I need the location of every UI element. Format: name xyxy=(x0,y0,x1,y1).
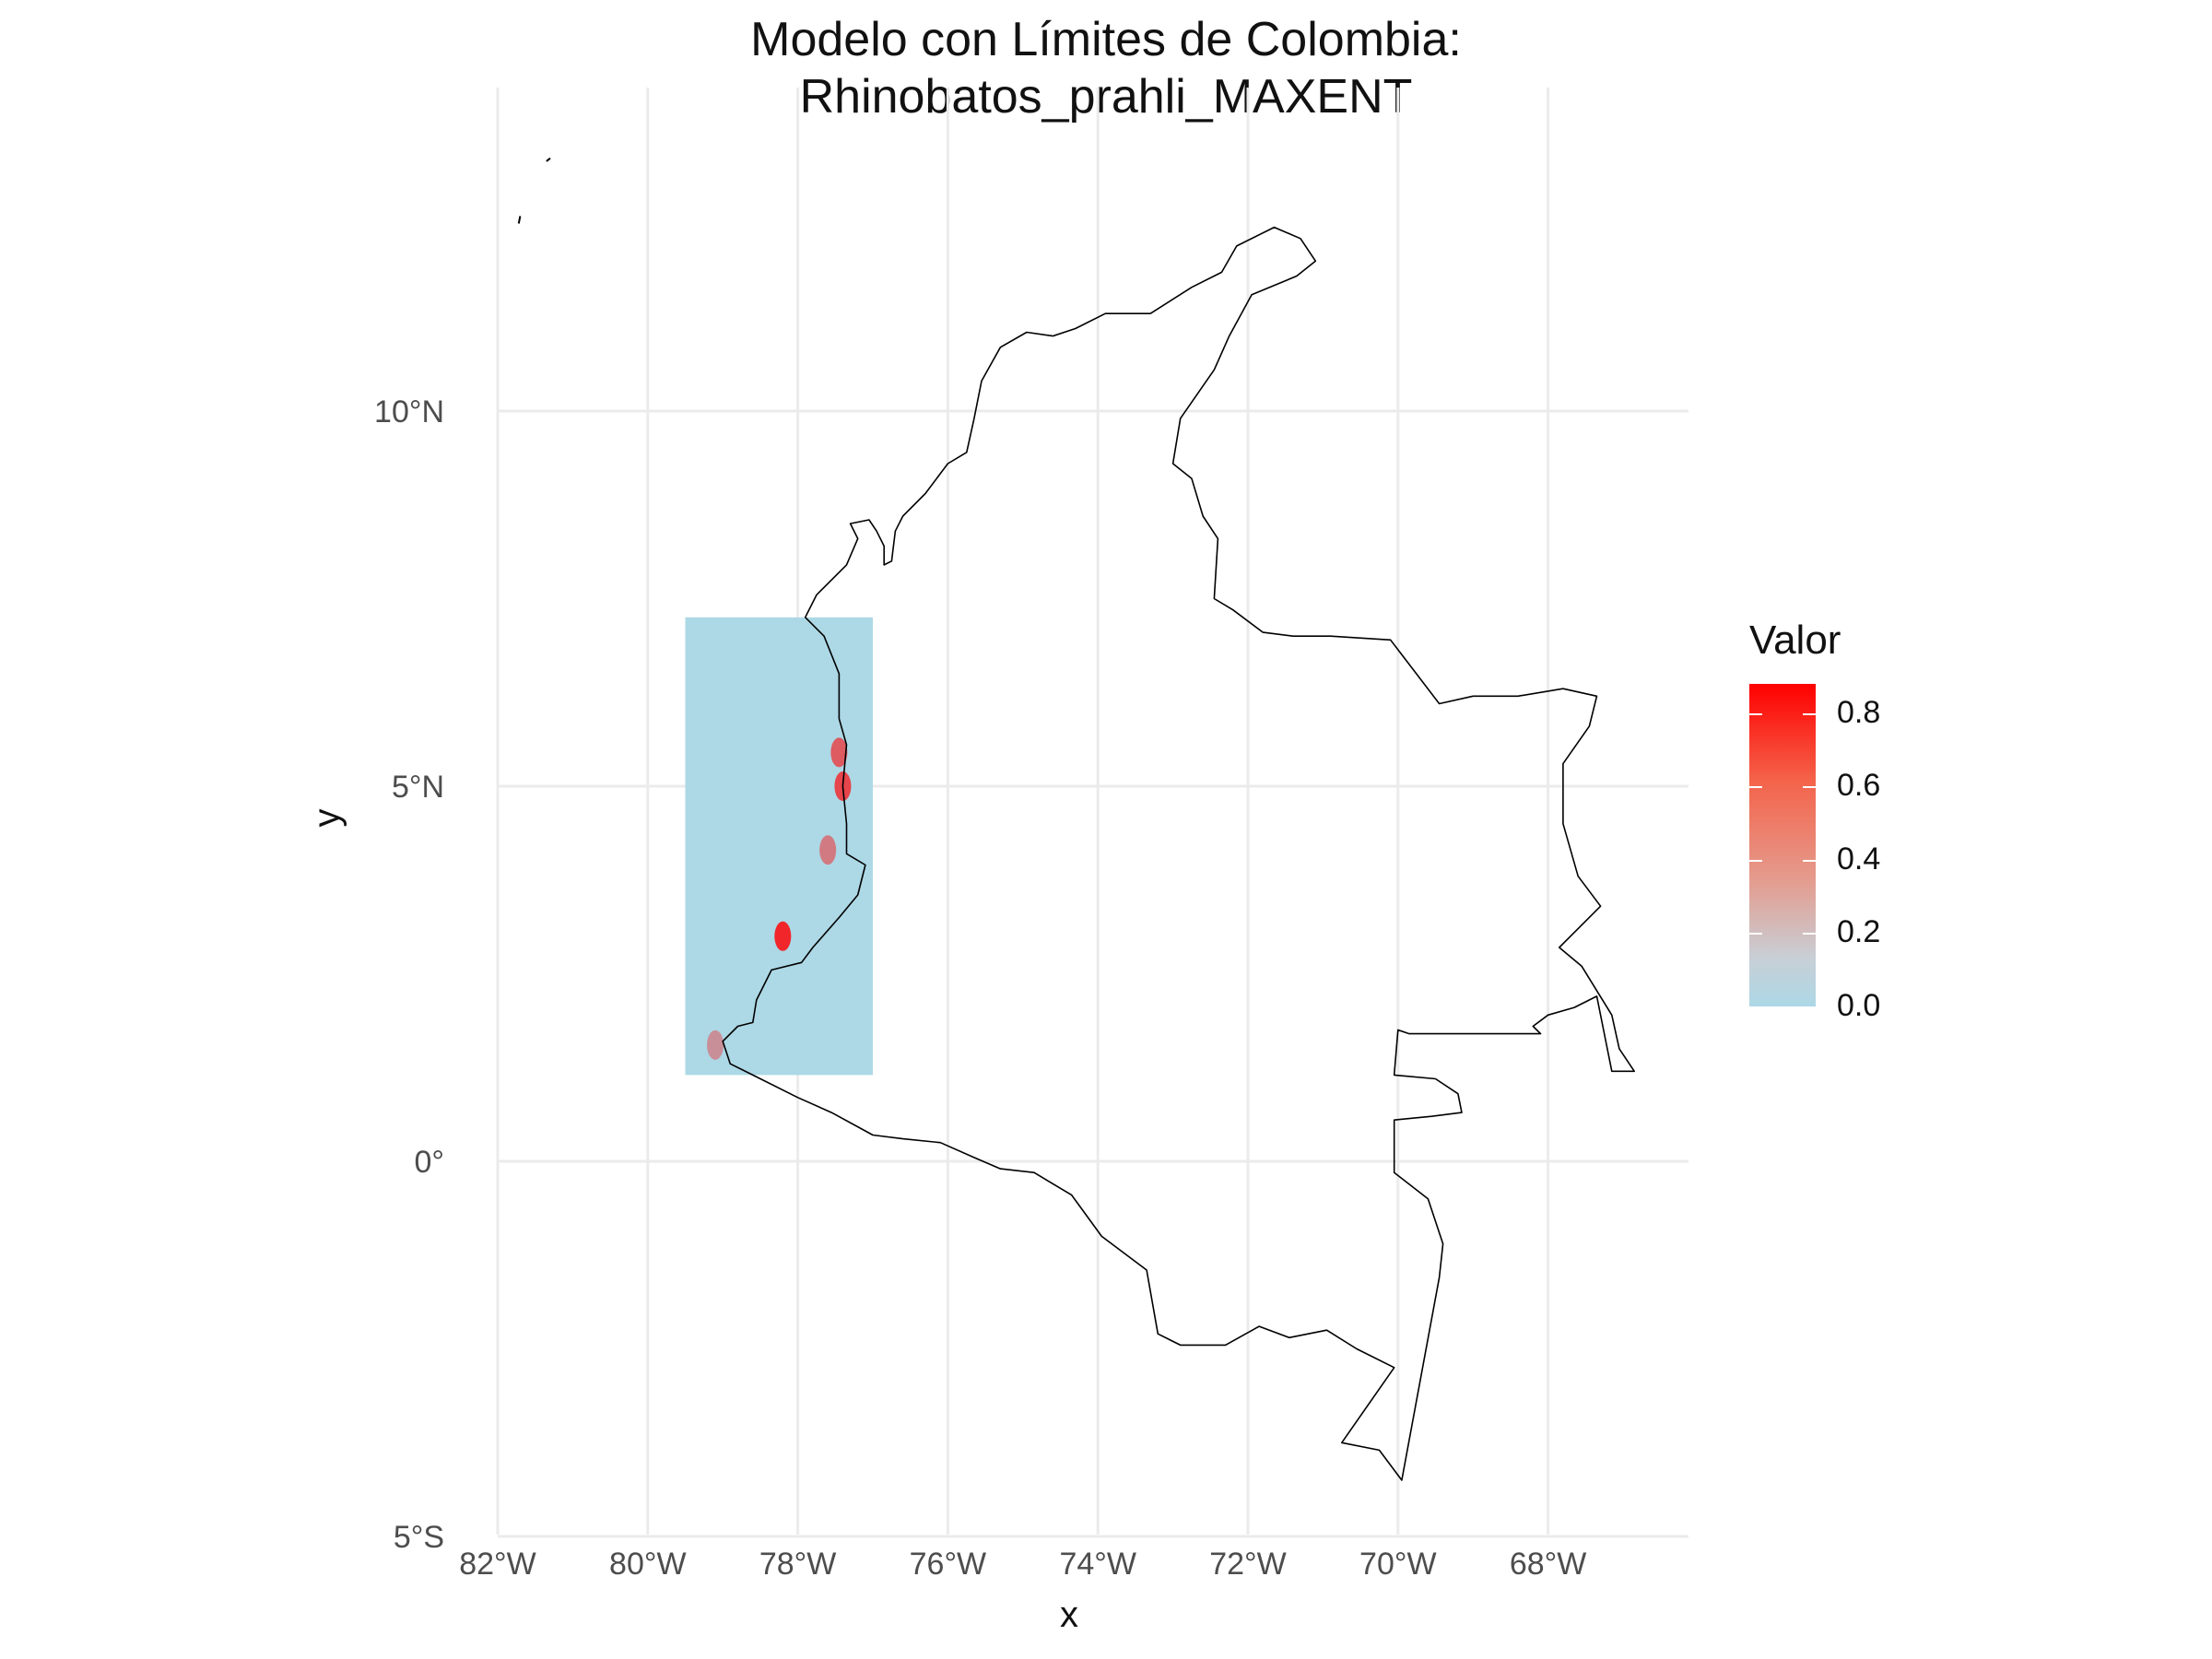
legend-label-3: 0.2 xyxy=(1837,914,1881,950)
raster-extent xyxy=(685,617,873,1076)
x-tick-label-2: 78°W xyxy=(759,1547,837,1582)
y-tick-label-0: 10°N xyxy=(374,394,444,429)
legend-label-1: 0.6 xyxy=(1837,768,1881,804)
island-1 xyxy=(517,216,522,224)
x-tick-labels: 82°W 80°W 78°W 76°W 74°W 72°W 70°W 68°W xyxy=(459,1547,1586,1582)
legend: Valor 0.8 0.6 0.4 0.2 0.0 xyxy=(1749,618,1934,1041)
hotspot-4 xyxy=(707,1030,724,1060)
island-0 xyxy=(546,157,551,162)
y-axis-title: y xyxy=(306,808,347,828)
x-tick-label-7: 68°W xyxy=(1510,1547,1587,1582)
y-tick-labels: 10°N 5°N 0° 5°S xyxy=(374,394,444,1555)
x-tick-label-0: 82°W xyxy=(459,1547,536,1582)
legend-label-4: 0.0 xyxy=(1837,988,1881,1023)
legend-title: Valor xyxy=(1749,618,1841,663)
x-axis-title: x xyxy=(1060,1594,1078,1635)
colombia-boundary xyxy=(517,157,1635,1481)
hotspot-2 xyxy=(819,835,837,865)
raster-layer xyxy=(685,617,873,1076)
boundary-path xyxy=(722,226,1635,1481)
y-tick-label-2: 0° xyxy=(414,1145,444,1180)
x-tick-label-5: 72°W xyxy=(1209,1547,1287,1582)
legend-colorbar xyxy=(1749,684,1816,1006)
gridlines xyxy=(496,88,1688,1538)
y-tick-label-1: 5°N xyxy=(392,770,444,805)
x-tick-label-6: 70°W xyxy=(1359,1547,1437,1582)
hotspot-3 xyxy=(774,921,792,951)
plot-title: Modelo con Límites de Colombia: Rhinobat… xyxy=(750,13,1462,124)
x-tick-label-3: 76°W xyxy=(910,1547,987,1582)
legend-label-2: 0.4 xyxy=(1837,841,1881,877)
y-tick-label-3: 5°S xyxy=(394,1520,444,1555)
hotspot-0 xyxy=(830,737,848,768)
x-tick-label-1: 80°W xyxy=(609,1547,687,1582)
x-tick-label-4: 74°W xyxy=(1059,1547,1136,1582)
legend-label-0: 0.8 xyxy=(1837,694,1881,730)
